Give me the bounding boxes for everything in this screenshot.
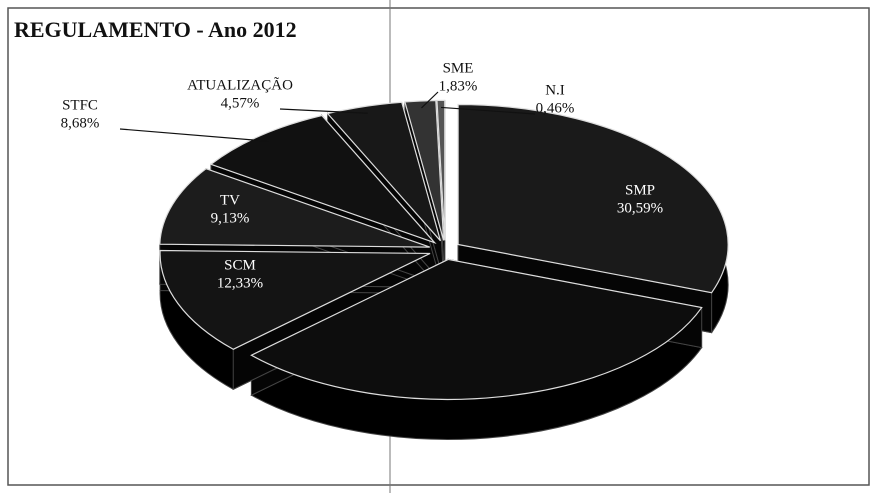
slice-label: TV <box>220 192 240 208</box>
slice-value-label: 0,46% <box>536 100 575 116</box>
slice-label: ATUALIZAÇÃO <box>187 77 293 93</box>
slice-label: SME <box>443 60 474 76</box>
chart-title: REGULAMENTO - Ano 2012 <box>14 17 297 42</box>
slice-value-label: 9,13% <box>211 210 250 226</box>
slice-value-label: 12,33% <box>217 275 263 291</box>
slice <box>457 103 729 294</box>
slice-label: SCM <box>224 257 256 273</box>
slice-value-label: 8,68% <box>61 115 100 131</box>
slice <box>326 101 442 242</box>
slice <box>159 168 430 248</box>
slice <box>209 114 437 245</box>
leader-line <box>441 106 536 115</box>
leader-line <box>119 128 269 142</box>
slice-value-label: 4,57% <box>221 95 260 111</box>
slice <box>159 249 431 350</box>
slice-value-label: 1,83% <box>439 78 478 94</box>
leader-line <box>279 108 368 114</box>
slice-label: N.I <box>545 82 565 98</box>
leader-line <box>421 91 439 109</box>
slice-label: SMP <box>625 182 655 198</box>
slice-label: STFC <box>62 97 98 113</box>
frame <box>7 7 870 486</box>
slice-value-label: 30,59% <box>617 200 663 216</box>
slice <box>404 99 445 241</box>
slice <box>250 258 703 400</box>
slice <box>436 99 446 241</box>
